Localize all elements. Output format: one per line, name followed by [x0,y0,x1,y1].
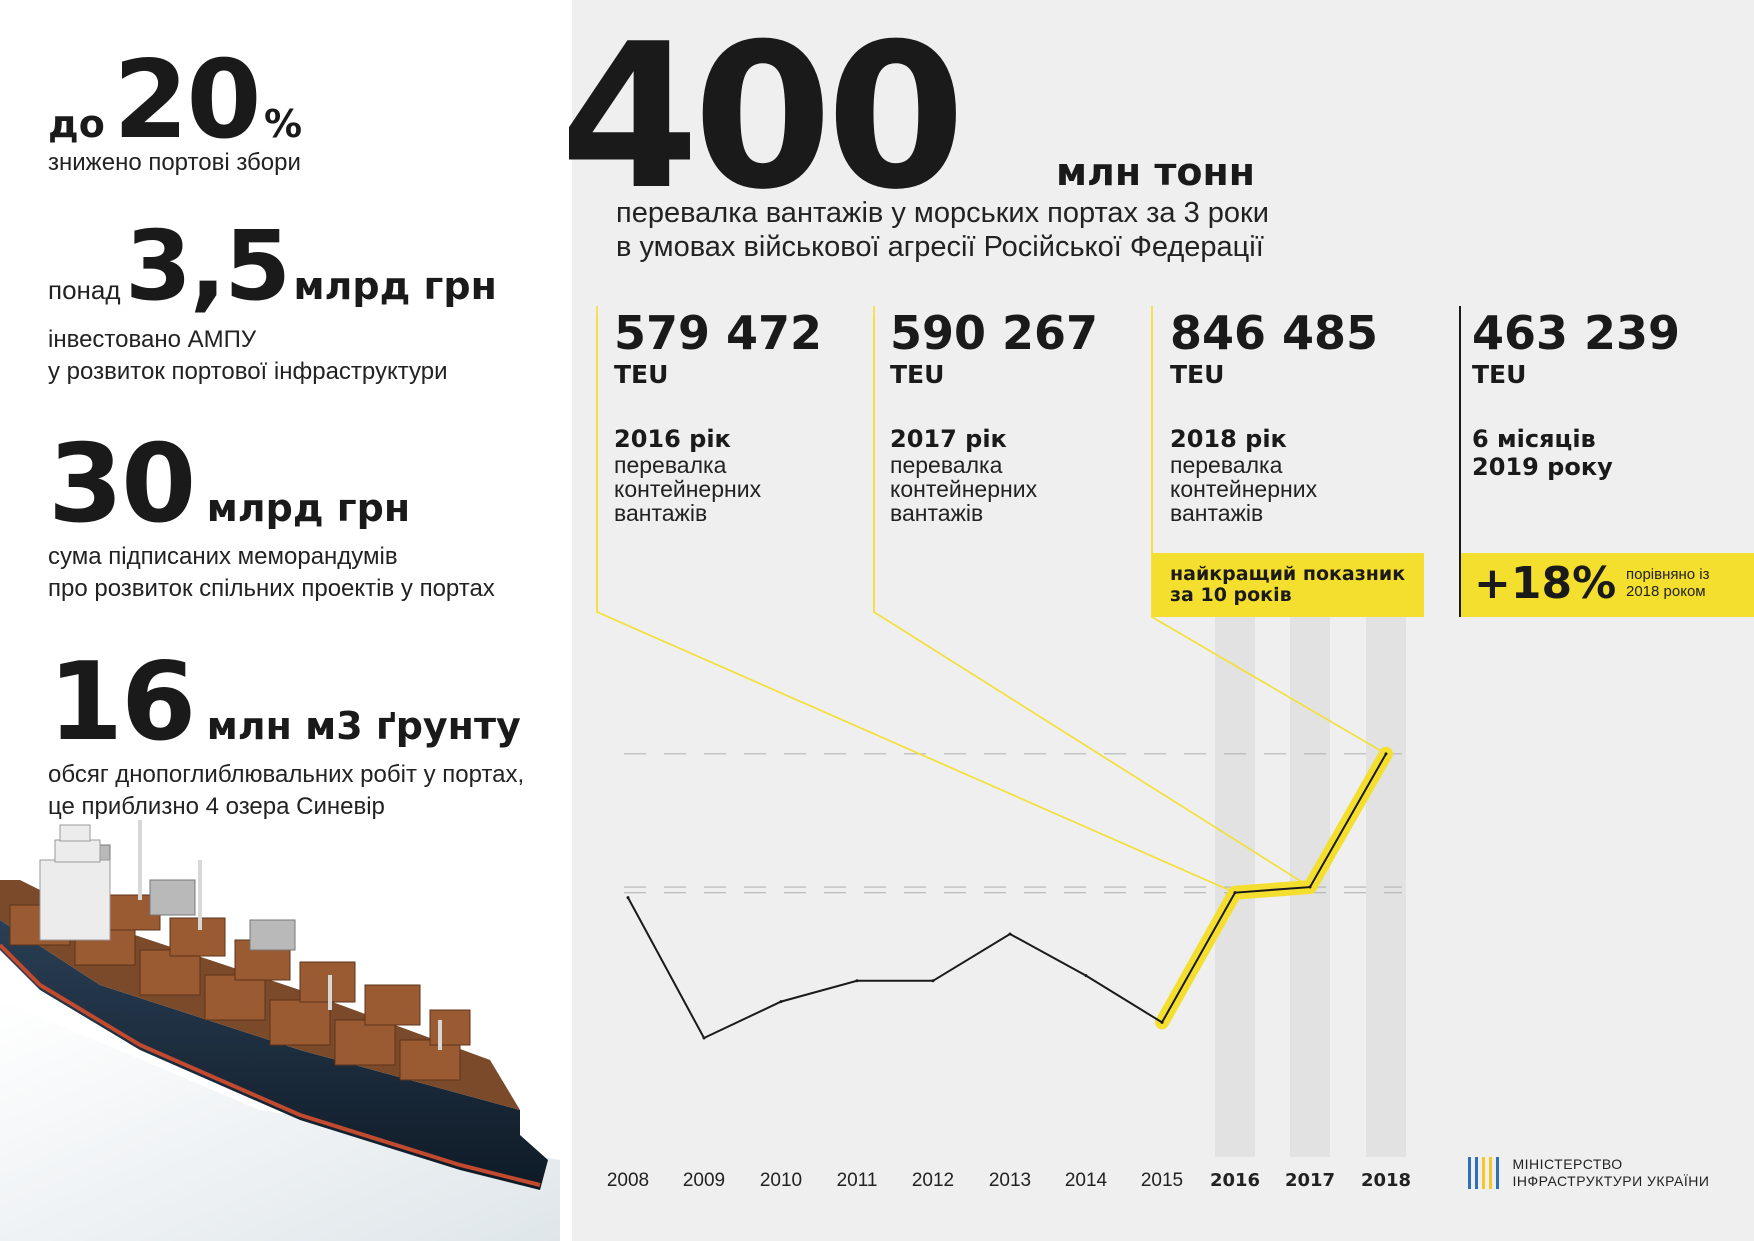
stat-number: 3,5 [124,210,291,322]
stat-port-fees-desc: знижено портові збори [48,147,301,179]
stat-prefix: понад [48,275,121,305]
desc-line: вантажів [1170,500,1264,526]
teu-desc: перевалка контейнерних вантажів [890,453,1098,525]
teu-column-2017: 590 267 TEU 2017 рік перевалка контейнер… [890,306,1098,525]
desc-line: перевалка [614,452,727,478]
growth-note: порівняно із 2018 роком [1626,566,1710,600]
teu-column-2018: 846 485 TEU 2018 рік перевалка контейнер… [1170,306,1378,525]
x-tick-2010: 2010 [759,1170,803,1191]
desc-line: знижено портові збори [48,149,301,176]
ministry-logo: МІНІСТЕРСТВО ІНФРАСТРУКТУРИ УКРАЇНИ [1468,1156,1709,1190]
growth-note-line: порівняно із [1626,566,1710,583]
x-tick-2009: 2009 [682,1170,726,1191]
ministry-name-line: МІНІСТЕРСТВО [1512,1156,1623,1172]
desc-line: перевалка [890,452,1003,478]
data-point-2015 [1160,1020,1164,1024]
desc-line: інвестовано АМПУ [48,326,257,353]
x-tick-2012: 2012 [911,1170,955,1191]
series-highlight [1155,746,1393,1030]
left-panel: до 20 % знижено портові збори понад 3,5 … [0,0,572,1241]
teu-unit: TEU [890,360,945,389]
best-result-text: найкращий показник за 10 років [1170,564,1405,606]
teu-unit: TEU [614,360,669,389]
teu-year: 2018 рік [1170,425,1287,453]
x-tick-2014: 2014 [1064,1170,1108,1191]
data-point-2010 [779,1000,783,1004]
teu-value: 590 267 [890,306,1099,360]
headline-desc-line: в умовах військової агресії Російської Ф… [616,231,1264,263]
data-point-2012 [931,979,935,983]
teu-desc: перевалка контейнерних вантажів [1170,453,1378,525]
container-ship-image [0,820,560,1241]
stat-unit: млрд грн [293,264,497,308]
growth-band [1460,553,1754,617]
headline-desc: перевалка вантажів у морських портах за … [616,196,1269,264]
desc-line: обсяг днопоглиблювальних робіт у портах, [48,761,525,788]
data-point-2018 [1384,752,1388,756]
teu-value: 846 485 [1170,306,1379,360]
teu-unit: TEU [1170,360,1225,389]
growth-value: +18% [1474,558,1617,609]
stat-dredging: 16 млн м3 ґрунту [48,640,521,765]
data-point-2008 [626,896,630,900]
stat-unit: % [264,102,302,146]
stat-dredging-desc: обсяг днопоглиблювальних робіт у портах,… [48,759,524,823]
desc-line: контейнерних [1170,476,1318,502]
desc-line: вантажів [890,500,984,526]
stat-number: 30 [48,422,196,547]
data-point-2016 [1233,891,1237,895]
x-tick-2015: 2015 [1140,1170,1184,1191]
teu-desc: перевалка контейнерних вантажів [614,453,822,525]
desc-line: це приблизно 4 озера Синевір [48,793,385,820]
desc-line: контейнерних [614,476,762,502]
best-result-band [1152,553,1424,617]
stat-memorandums: 30 млрд грн [48,422,410,547]
data-point-2009 [702,1036,706,1040]
teu-year: 2017 рік [890,425,1007,453]
stat-investment-desc: інвестовано АМПУ у розвиток портової інф… [48,324,448,388]
data-point-2013 [1008,932,1012,936]
stat-port-fees: до 20 % [48,38,302,163]
stat-number: 16 [48,640,196,765]
stat-investment: понад 3,5 млрд грн [48,210,497,322]
teu-column-2016: 579 472 TEU 2016 рік перевалка контейнер… [614,306,822,525]
container-chart [596,306,1461,1157]
desc-line: сума підписаних меморандумів [48,543,398,570]
right-panel: 400 млн тонн перевалка вантажів у морськ… [560,0,1754,1241]
desc-line: у розвиток портової інфраструктури [48,358,448,385]
teu-year: 6 місяців [1472,425,1596,453]
teu-value: 579 472 [614,306,823,360]
stat-unit: млн м3 ґрунту [206,704,521,748]
best-line: найкращий показник [1170,563,1406,585]
data-point-2017 [1308,885,1312,889]
stat-memorandums-desc: сума підписаних меморандумів про розвито… [48,541,495,605]
stat-unit: млрд грн [206,486,411,530]
ministry-emblem-icon [1468,1157,1502,1189]
desc-line: контейнерних [890,476,1038,502]
x-tick-2013: 2013 [988,1170,1032,1191]
teu-column-2019: 463 239 TEU 6 місяців 2019 року [1472,306,1680,481]
headline-unit: млн тонн [1056,150,1256,194]
teu-desc: 2019 року [1472,453,1613,481]
x-tick-2016: 2016 [1209,1170,1261,1191]
headline-desc-line: перевалка вантажів у морських портах за … [616,197,1269,229]
x-tick-2011: 2011 [836,1170,878,1191]
stat-number: 20 [113,38,261,163]
stat-prefix: до [48,102,105,146]
ministry-name-line: ІНФРАСТРУКТУРИ УКРАЇНИ [1512,1173,1710,1189]
x-tick-2018: 2018 [1360,1170,1412,1191]
desc-line: про розвиток спільних проектів у портах [48,575,495,602]
data-point-2014 [1084,974,1088,978]
desc-line: вантажів [614,500,708,526]
best-line: за 10 років [1170,584,1292,606]
desc-line: перевалка [1170,452,1283,478]
x-tick-2008: 2008 [606,1170,650,1191]
teu-unit: TEU [1472,360,1527,389]
headline-number: 400 [560,1,965,234]
data-point-2011 [855,979,859,983]
teu-value: 463 239 [1472,306,1681,360]
growth-note-line: 2018 роком [1626,583,1706,600]
x-tick-2017: 2017 [1284,1170,1336,1191]
teu-year: 2016 рік [614,425,731,453]
